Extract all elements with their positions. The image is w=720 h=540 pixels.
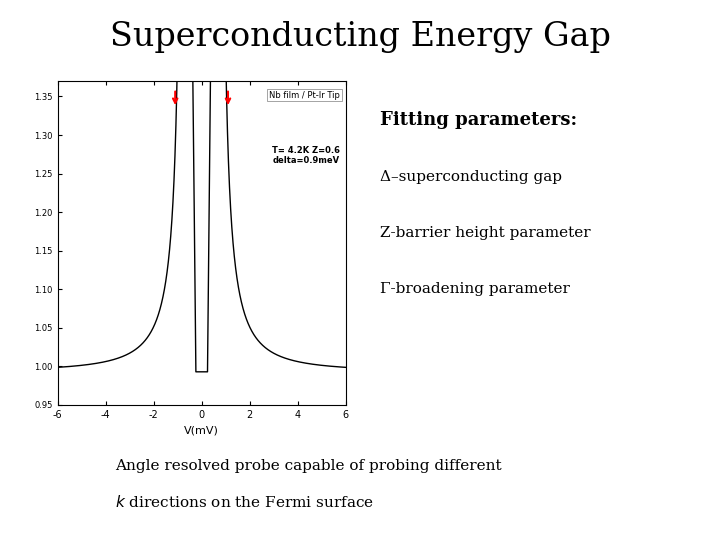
Text: Fitting parameters:: Fitting parameters: [380, 111, 577, 130]
X-axis label: V(mV): V(mV) [184, 426, 219, 435]
Text: Superconducting Energy Gap: Superconducting Energy Gap [109, 21, 611, 52]
Text: Δ–superconducting gap: Δ–superconducting gap [380, 170, 562, 184]
Text: Nb film / Pt-Ir Tip: Nb film / Pt-Ir Tip [269, 91, 340, 100]
Text: Γ-broadening parameter: Γ-broadening parameter [380, 281, 570, 295]
Text: $\it{k}$ directions on the Fermi surface: $\it{k}$ directions on the Fermi surface [115, 494, 374, 510]
Text: T= 4.2K Z=0.6
delta=0.9meV: T= 4.2K Z=0.6 delta=0.9meV [272, 146, 340, 165]
Text: Angle resolved probe capable of probing different: Angle resolved probe capable of probing … [115, 459, 502, 473]
Text: Z-barrier height parameter: Z-barrier height parameter [380, 226, 591, 240]
